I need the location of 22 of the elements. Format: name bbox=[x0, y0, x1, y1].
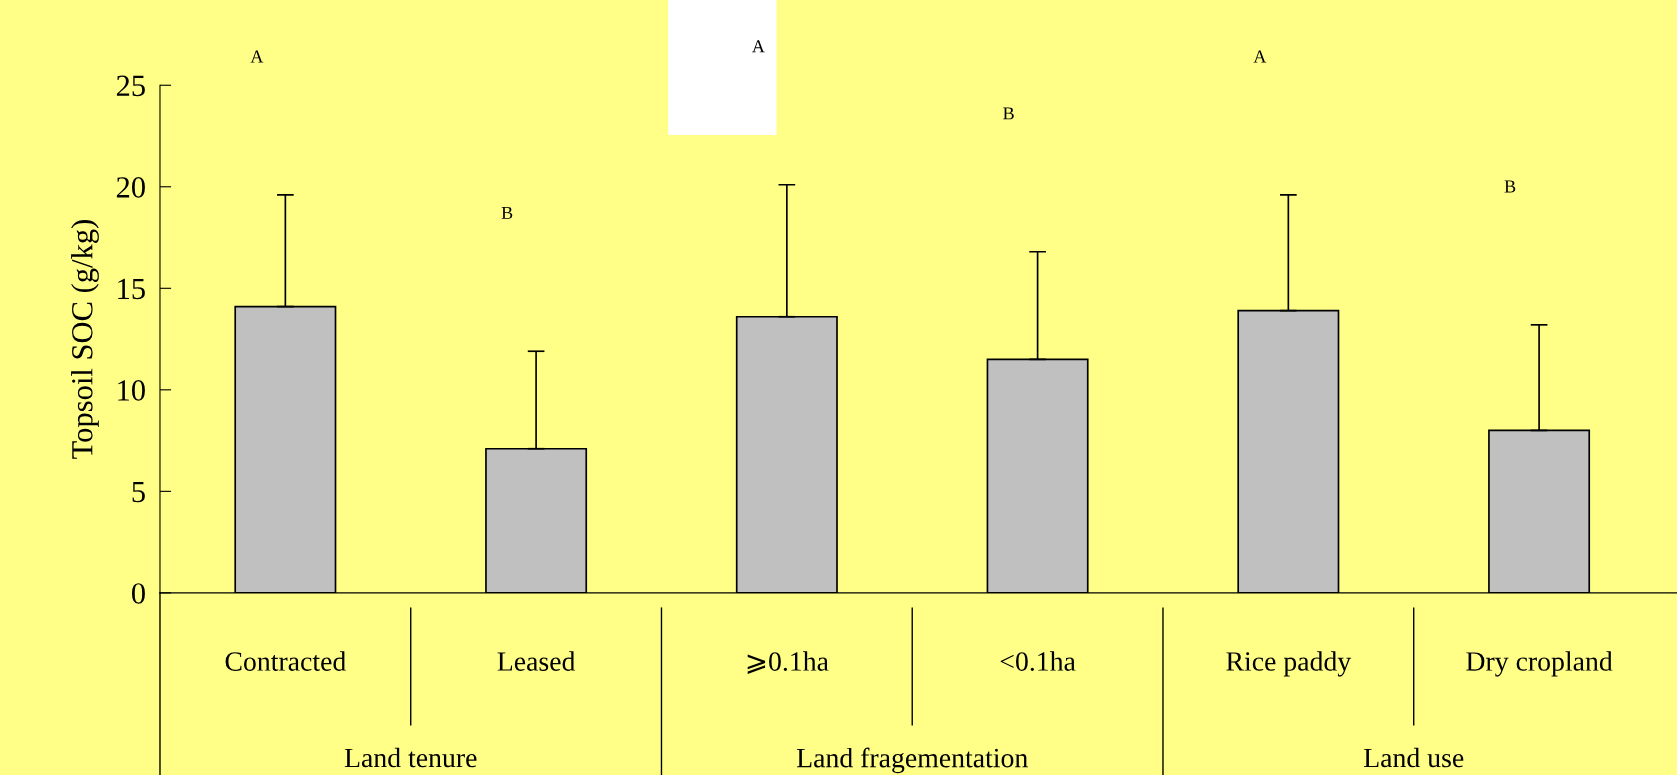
y-tick-label: 20 bbox=[116, 177, 145, 198]
y-tick-label: 10 bbox=[118, 380, 145, 401]
text: Land use bbox=[1363, 747, 1464, 768]
x-tick-label: Dry cropland bbox=[1466, 651, 1613, 677]
y-tick-label: 0 bbox=[131, 583, 145, 604]
x-tick-label: <0.1ha bbox=[1000, 651, 1076, 672]
text: Land tenure bbox=[344, 747, 477, 768]
annotation: B bbox=[1504, 180, 1516, 193]
x-tick-label: Leased bbox=[497, 651, 576, 671]
text: A bbox=[752, 40, 765, 53]
y-tick-label: 25 bbox=[116, 75, 145, 97]
annotation: B bbox=[1003, 107, 1014, 120]
x-tick-label: Rice paddy bbox=[1226, 651, 1352, 677]
text: Land fragementation bbox=[796, 747, 1028, 774]
text: A bbox=[1253, 50, 1267, 63]
y-tick-label: 5 bbox=[132, 481, 145, 503]
text: A bbox=[250, 50, 264, 63]
y-axis-title: Topsoil SOC (g/kg) bbox=[71, 220, 99, 459]
x-tick-label: Contracted bbox=[225, 651, 346, 671]
annotation: B bbox=[501, 206, 513, 219]
x-tick-label: ⩾0.1ha bbox=[747, 651, 829, 675]
y-tick-label: 15 bbox=[118, 278, 145, 300]
